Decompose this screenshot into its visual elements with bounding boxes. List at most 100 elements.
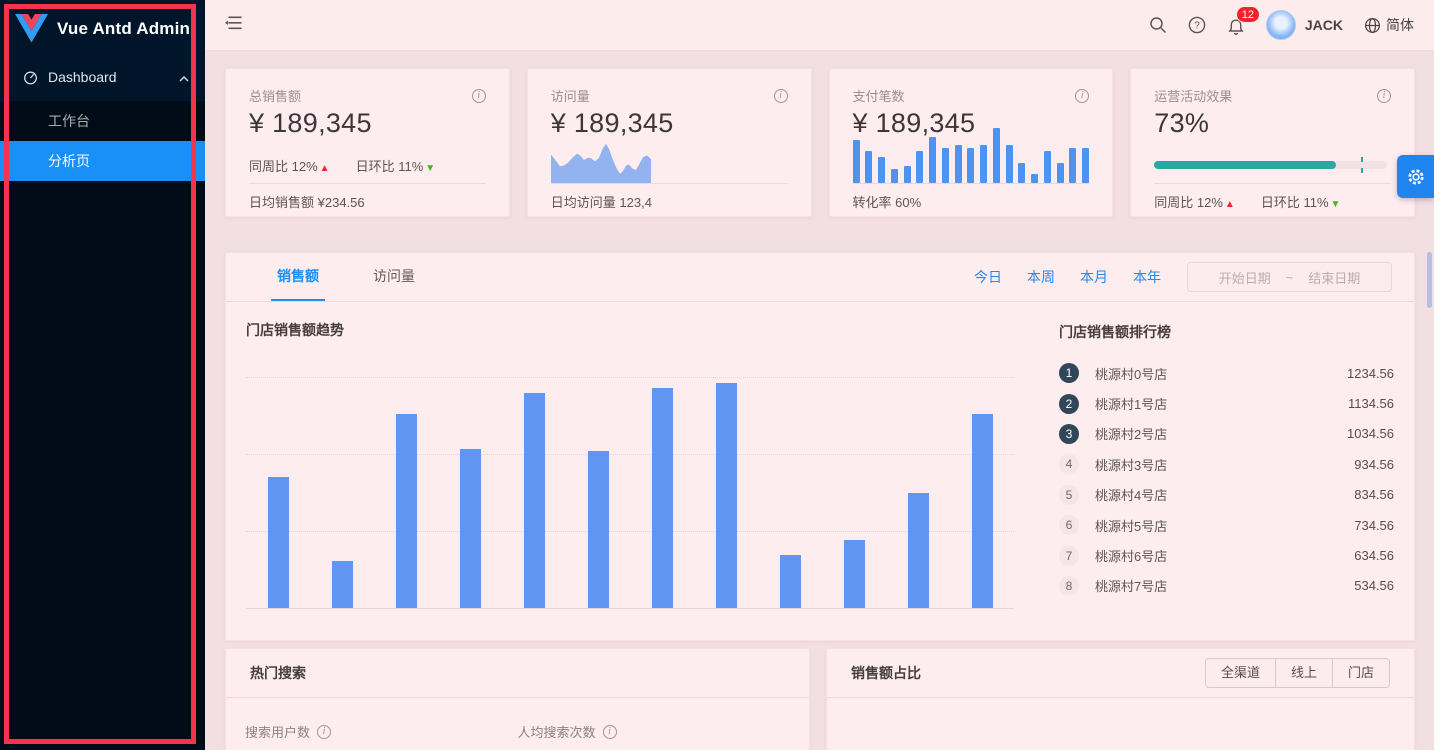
language-label: 简体: [1386, 17, 1414, 33]
bar: [523, 393, 545, 608]
quick-range-links: 今日 本周 本月 本年: [974, 267, 1161, 287]
store-name: 桃源村3号店: [1095, 457, 1168, 473]
store-name: 桃源村1号店: [1095, 397, 1168, 413]
info-icon[interactable]: i: [1377, 88, 1391, 103]
mini-bar: [980, 145, 987, 183]
settings-button[interactable]: [1397, 155, 1434, 198]
bar: [331, 560, 353, 608]
mini-bar: [1082, 148, 1089, 183]
stat-card-total-sales: 总销售额 i ¥ 189,345 同周比 12% ▲ 日环比 11% ▼ 日均销售额…: [225, 68, 510, 217]
store-sales-value: 1034.56: [1347, 426, 1394, 442]
rank-row: 2 桃源村1号店 1134.56: [1059, 388, 1394, 418]
mini-bar: [941, 148, 949, 183]
help-icon[interactable]: ?: [1188, 16, 1206, 34]
store-name: 桃源村5号店: [1095, 518, 1168, 534]
progress-fill: [1154, 161, 1336, 169]
logo-row[interactable]: Vue Antd Admin: [0, 0, 205, 57]
search-icon[interactable]: [1149, 16, 1167, 34]
date-end-placeholder: 结束日期: [1308, 270, 1361, 286]
mini-bar: [1056, 162, 1064, 183]
sidebar-item-analysis[interactable]: 分析页: [0, 141, 205, 181]
rank-row: 5 桃源村4号店 834.56: [1059, 480, 1394, 510]
user-avatar[interactable]: [1265, 10, 1296, 40]
sales-panel-tabs-bar: 销售额 访问量 今日 本周 本月 本年 开始日期 ~ 结束日期: [226, 253, 1414, 302]
range-link[interactable]: 本年: [1133, 269, 1161, 285]
trend-down-icon: ▼: [425, 163, 436, 174]
sidebar-item-label: Dashboard: [48, 69, 117, 85]
progress-target-marker: [1361, 157, 1364, 173]
mini-bar: [1018, 162, 1026, 183]
operation-progress-bar: [1154, 157, 1387, 173]
date-start-placeholder: 开始日期: [1218, 270, 1271, 286]
rank-badge: 7: [1059, 545, 1079, 566]
gear-icon: [1407, 168, 1424, 185]
sales-ratio-card: 销售额占比 全渠道 线上 门店 事例五: 9%: [826, 648, 1415, 750]
bar: [843, 539, 865, 608]
filter-all-channels[interactable]: 全渠道: [1204, 658, 1276, 688]
range-link[interactable]: 本月: [1080, 269, 1108, 285]
sales-panel-body: 门店销售额趋势 门店销售额排行榜 1 桃源村0号店 1234.56 2 桃源村1号店 11…: [226, 302, 1414, 609]
store-sales-value: 734.56: [1354, 517, 1394, 533]
mini-bar: [1005, 145, 1013, 183]
rank-badge: 3: [1059, 423, 1079, 444]
bottom-cards-row: 热门搜索 搜索用户数 i 12321 71.2▲ 人均搜索次数: [225, 648, 1415, 750]
sidebar-item-dashboard[interactable]: Dashboard: [0, 57, 205, 97]
trend-up-icon: ▲: [319, 163, 330, 174]
trend-up-icon: ▲: [1224, 199, 1235, 210]
rank-badge: 4: [1059, 454, 1079, 475]
rank-title: 门店销售额排行榜: [1059, 324, 1171, 340]
channel-filter-group: 全渠道 线上 门店: [1204, 658, 1390, 688]
stat-value: ¥ 189,345: [852, 108, 976, 138]
info-icon[interactable]: i: [773, 88, 788, 103]
trend-down-icon: ▼: [1330, 199, 1341, 210]
info-icon[interactable]: i: [1075, 88, 1090, 103]
stat-card-visits: 访问量 i ¥ 189,345 日均访问量 123,4: [526, 68, 812, 217]
top-header: ? 12 JACK 简体: [205, 0, 1434, 51]
tab-visits[interactable]: 访问量: [373, 268, 415, 284]
filter-stores[interactable]: 门店: [1331, 658, 1390, 688]
filter-online[interactable]: 线上: [1274, 658, 1333, 688]
date-range-picker[interactable]: 开始日期 ~ 结束日期: [1187, 262, 1392, 292]
store-sales-value: 934.56: [1354, 456, 1394, 472]
language-switch[interactable]: 简体: [1364, 15, 1414, 35]
stat-value: 73%: [1154, 108, 1210, 138]
gridline: [246, 530, 1014, 532]
metric-value: 2.7: [518, 747, 553, 750]
tab-sales[interactable]: 销售额: [271, 253, 325, 301]
store-sales-value: 634.56: [1354, 548, 1394, 564]
range-link[interactable]: 本周: [1027, 269, 1055, 285]
rank-row: 1 桃源村0号店 1234.56: [1059, 358, 1394, 388]
trend-week: 同周比 12% ▲: [249, 159, 330, 174]
bar: [267, 477, 289, 608]
dashboard-icon: [23, 70, 38, 85]
store-sales-value: 534.56: [1354, 578, 1394, 594]
metric-search-users: 搜索用户数 i 12321 71.2▲: [245, 722, 518, 750]
rank-row: 6 桃源村5号店 734.56: [1059, 510, 1394, 540]
scrollbar-thumb[interactable]: [1427, 252, 1432, 308]
notifications-bell[interactable]: 12: [1227, 5, 1260, 36]
bar: [971, 413, 993, 608]
metric-value: 12321: [245, 747, 315, 750]
mini-bar: [878, 156, 885, 183]
vue-logo-icon: [15, 14, 48, 43]
store-sales-value: 834.56: [1354, 487, 1394, 503]
sidebar-item-workbench[interactable]: 工作台: [48, 113, 90, 129]
user-name[interactable]: JACK: [1304, 17, 1343, 33]
info-icon[interactable]: i: [317, 724, 332, 739]
info-icon[interactable]: i: [602, 724, 617, 739]
store-name: 桃源村4号店: [1095, 488, 1168, 504]
bar: [715, 382, 737, 608]
sales-ratio-title: 销售额占比: [851, 665, 921, 681]
trend-chart-title: 门店销售额趋势: [246, 322, 344, 338]
rank-row: 4 桃源村3号店 934.56: [1059, 449, 1394, 479]
range-link[interactable]: 今日: [974, 269, 1002, 285]
info-icon[interactable]: i: [471, 88, 486, 103]
stat-card-operation-effect: 运营活动效果 i 73% 同周比 12% ▲ 日环比 11% ▼: [1130, 68, 1415, 217]
store-sales-bar-chart: [246, 377, 1014, 609]
store-name: 桃源村0号店: [1095, 366, 1168, 382]
stat-footer: 日均访问量 123,4: [550, 183, 788, 216]
stat-card-payments: 支付笔数 i ¥ 189,345 转化率 60%: [828, 68, 1114, 217]
menu-fold-icon[interactable]: [225, 16, 242, 35]
stat-title: 运营活动效果: [1154, 89, 1233, 104]
